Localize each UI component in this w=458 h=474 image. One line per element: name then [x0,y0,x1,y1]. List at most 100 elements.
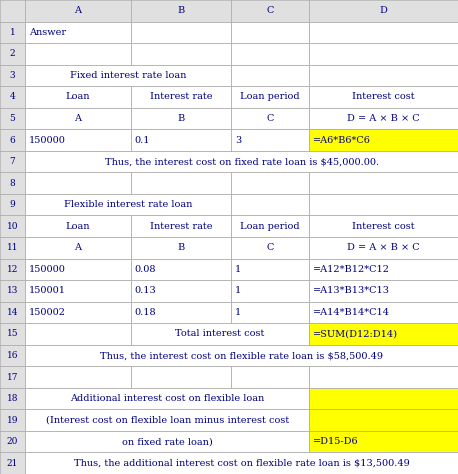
Text: D = A × B × C: D = A × B × C [347,243,420,252]
Bar [0,453,25,474]
Bar [309,323,458,345]
Bar [231,301,309,323]
Text: 4: 4 [10,92,16,101]
Text: 5: 5 [10,114,16,123]
Text: Interest cost: Interest cost [352,222,415,231]
Text: A: A [74,6,82,15]
Text: C: C [267,6,274,15]
Bar [25,453,458,474]
Text: 17: 17 [7,373,18,382]
Bar [231,21,309,43]
Bar [0,151,25,173]
Bar [131,43,231,64]
Bar [231,237,309,258]
Text: =D15-D6: =D15-D6 [313,437,359,446]
Text: 10: 10 [7,222,18,231]
Text: 19: 19 [7,416,18,425]
Bar [0,86,25,108]
Text: 150002: 150002 [29,308,66,317]
Bar [309,410,458,431]
Text: 15: 15 [7,329,18,338]
Bar [231,216,309,237]
Bar [25,129,131,151]
Bar [25,0,131,21]
Bar [309,194,458,216]
Bar [131,323,309,345]
Text: 150001: 150001 [29,286,66,295]
Bar [309,258,458,280]
Text: 7: 7 [10,157,16,166]
Bar [0,129,25,151]
Text: on fixed rate loan): on fixed rate loan) [122,437,213,446]
Text: B: B [177,243,185,252]
Bar [309,237,458,258]
Bar [25,323,131,345]
Bar [25,43,131,64]
Text: Fixed interest rate loan: Fixed interest rate loan [70,71,186,80]
Bar [131,366,231,388]
Text: Answer: Answer [29,28,66,37]
Text: 13: 13 [7,286,18,295]
Bar [131,86,231,108]
Text: =A13*B13*C13: =A13*B13*C13 [313,286,390,295]
Bar [131,0,231,21]
Text: 9: 9 [10,200,16,209]
Bar [25,64,231,86]
Bar [25,258,131,280]
Bar [231,258,309,280]
Bar [231,194,309,216]
Bar [309,280,458,301]
Text: D = A × B × C: D = A × B × C [347,114,420,123]
Text: C: C [267,243,274,252]
Bar [131,216,231,237]
Text: B: B [177,6,185,15]
Bar [309,431,458,453]
Text: 0.13: 0.13 [134,286,156,295]
Text: Thus, the interest cost on fixed rate loan is $45,000.00.: Thus, the interest cost on fixed rate lo… [104,157,379,166]
Text: 0.08: 0.08 [134,265,156,274]
Bar [25,280,131,301]
Bar [309,301,458,323]
Bar [309,64,458,86]
Bar [0,258,25,280]
Bar [231,173,309,194]
Bar [231,108,309,129]
Text: Loan period: Loan period [240,92,300,101]
Text: 6: 6 [10,136,16,145]
Bar [25,301,131,323]
Bar [131,280,231,301]
Bar [231,280,309,301]
Text: Flexible interest rate loan: Flexible interest rate loan [64,200,192,209]
Bar [131,258,231,280]
Text: B: B [177,114,185,123]
Bar [25,194,231,216]
Text: Thus, the interest cost on flexible rate loan is $58,500.49: Thus, the interest cost on flexible rate… [100,351,383,360]
Bar [0,194,25,216]
Text: 21: 21 [7,459,18,468]
Text: Total interest cost: Total interest cost [175,329,265,338]
Bar [0,216,25,237]
Bar [25,431,309,453]
Text: =SUM(D12:D14): =SUM(D12:D14) [313,329,398,338]
Bar [0,345,25,366]
Bar [25,410,309,431]
Bar [231,86,309,108]
Text: 11: 11 [7,243,18,252]
Bar [131,237,231,258]
Bar [25,388,309,410]
Bar [25,21,131,43]
Text: 1: 1 [235,308,241,317]
Bar [309,366,458,388]
Text: Additional interest cost on flexible loan: Additional interest cost on flexible loa… [70,394,264,403]
Bar [0,410,25,431]
Text: Loan: Loan [65,222,90,231]
Bar [0,0,25,21]
Text: 0.18: 0.18 [134,308,156,317]
Bar [231,129,309,151]
Bar [25,108,131,129]
Text: A: A [74,243,82,252]
Text: 16: 16 [7,351,18,360]
Bar [309,108,458,129]
Text: 3: 3 [235,136,241,145]
Bar [0,43,25,64]
